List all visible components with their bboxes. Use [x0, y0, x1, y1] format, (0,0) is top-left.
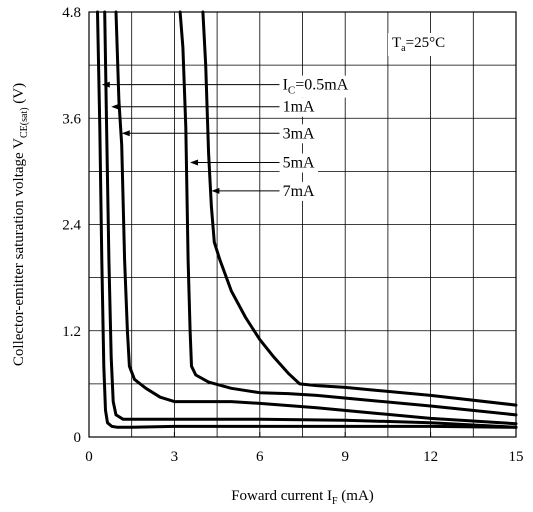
series-curve-2: [103, 10, 518, 429]
series-curve-3: [114, 10, 518, 426]
y-tick-label: 4.8: [62, 5, 81, 21]
x-tick-label: 6: [256, 449, 264, 465]
callout-arrowhead: [101, 81, 110, 88]
y-axis-label-main: Collector-emitter saturation voltage V: [11, 138, 27, 366]
x-axis-label-sub: F: [332, 496, 338, 507]
series-label-sub: C: [288, 85, 295, 97]
series-label-tail: =0.5mA: [295, 77, 348, 94]
series-label-main: 5mA: [283, 155, 315, 172]
series-label-main: I: [283, 77, 288, 94]
series-label-main: 1mA: [283, 99, 315, 116]
series-label-background: [279, 153, 319, 173]
series-label-background: [279, 181, 319, 201]
y-tick-label: 2.4: [62, 218, 81, 234]
series-callout-5: 7mA: [211, 181, 319, 201]
condition-label-tail: =25°C: [406, 35, 445, 51]
series-label-main: 3mA: [283, 125, 315, 142]
series-callout-2: 1mA: [111, 97, 319, 117]
y-axis-label-sub: CE(sat): [19, 107, 30, 138]
series-callout-4: 5mA: [190, 153, 319, 173]
condition-label: Ta=25°C: [392, 35, 445, 54]
y-tick-label: 1.2: [62, 324, 81, 340]
y-axis-label-tail: (V): [11, 83, 27, 108]
callout-arrowhead: [211, 187, 220, 194]
series-callouts: IC=0.5mA 1mA 3mA 5mA 7mA: [101, 75, 352, 201]
x-axis-label-tail: (mA): [338, 488, 374, 504]
series-curve-4: [178, 10, 518, 417]
callout-arrowhead: [121, 130, 130, 137]
y-tick-label: 3.6: [62, 111, 81, 127]
series-label: 7mA: [283, 183, 315, 200]
y-axis-label: Collector-emitter saturation voltage VCE…: [11, 83, 30, 366]
series-curve-5: [201, 10, 518, 407]
condition-label-background: [388, 33, 450, 56]
series-curve-1: [96, 10, 518, 429]
series-label: 1mA: [283, 99, 315, 116]
condition-label-main: T: [392, 35, 401, 51]
y-tick-label: 0: [74, 430, 82, 446]
x-tick-label: 12: [423, 449, 438, 465]
plot-frame: [88, 11, 517, 438]
series-label: IC=0.5mA: [283, 77, 349, 97]
x-tick-label: 0: [85, 449, 93, 465]
series-callout-3: 3mA: [121, 124, 319, 144]
curves: [96, 10, 518, 429]
callout-arrowhead: [190, 159, 199, 166]
series-label: 3mA: [283, 125, 315, 142]
series-label-main: 7mA: [283, 183, 315, 200]
series-label-background: [279, 75, 352, 98]
x-axis-label-main: Foward current I: [231, 488, 332, 504]
series-label-background: [279, 124, 319, 144]
series-callout-1: IC=0.5mA: [101, 75, 352, 98]
series-label: 5mA: [283, 155, 315, 172]
series-label-background: [279, 97, 319, 117]
x-axis-label: Foward current IF (mA): [231, 488, 374, 507]
condition-label-sub: a: [401, 43, 406, 54]
x-tick-label: 3: [171, 449, 179, 465]
tick-labels: 0 3 6 9 12 15 0 1.2 2.4 3.6 4.8: [62, 5, 523, 465]
x-tick-label: 9: [341, 449, 349, 465]
x-tick-label: 15: [509, 449, 524, 465]
callout-arrowhead: [111, 103, 120, 110]
